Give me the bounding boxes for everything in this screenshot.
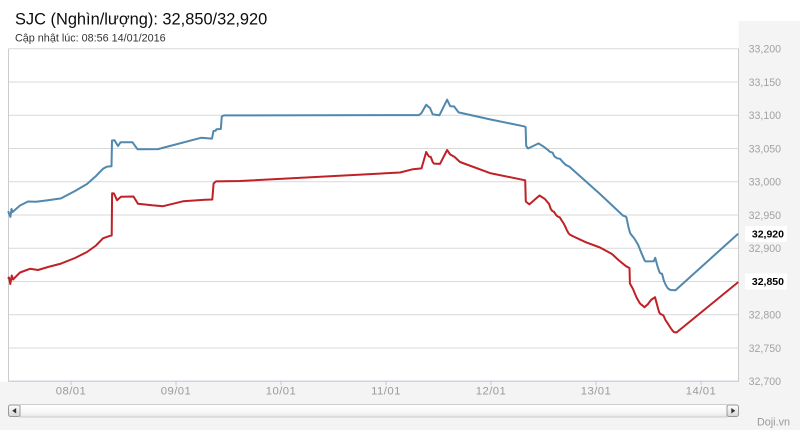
svg-text:SJC (Nghìn/lượng): 32,850/32,9: SJC (Nghìn/lượng): 32,850/32,920 xyxy=(15,11,267,29)
svg-text:11/01: 11/01 xyxy=(371,386,401,398)
svg-text:13/01: 13/01 xyxy=(581,386,612,398)
svg-text:32,750: 32,750 xyxy=(749,343,782,355)
svg-text:09/01: 09/01 xyxy=(161,386,192,398)
svg-text:10/01: 10/01 xyxy=(266,386,297,398)
svg-text:32,850: 32,850 xyxy=(752,276,784,288)
svg-text:32,700: 32,700 xyxy=(749,376,782,388)
svg-text:33,100: 33,100 xyxy=(749,110,782,122)
svg-text:33,150: 33,150 xyxy=(749,77,782,89)
svg-text:08/01: 08/01 xyxy=(56,386,87,398)
svg-text:32,920: 32,920 xyxy=(752,229,784,241)
svg-text:Doji.vn: Doji.vn xyxy=(757,417,790,429)
svg-text:32,950: 32,950 xyxy=(749,210,782,222)
svg-text:33,200: 33,200 xyxy=(749,44,782,56)
svg-text:14/01: 14/01 xyxy=(686,386,717,398)
svg-text:32,800: 32,800 xyxy=(749,310,782,322)
svg-text:Cập nhật lúc: 08:56 14/01/2016: Cập nhật lúc: 08:56 14/01/2016 xyxy=(15,33,166,45)
svg-text:33,050: 33,050 xyxy=(749,143,782,155)
svg-text:33,000: 33,000 xyxy=(749,177,782,189)
svg-text:32,900: 32,900 xyxy=(749,243,782,255)
svg-text:12/01: 12/01 xyxy=(476,386,507,398)
